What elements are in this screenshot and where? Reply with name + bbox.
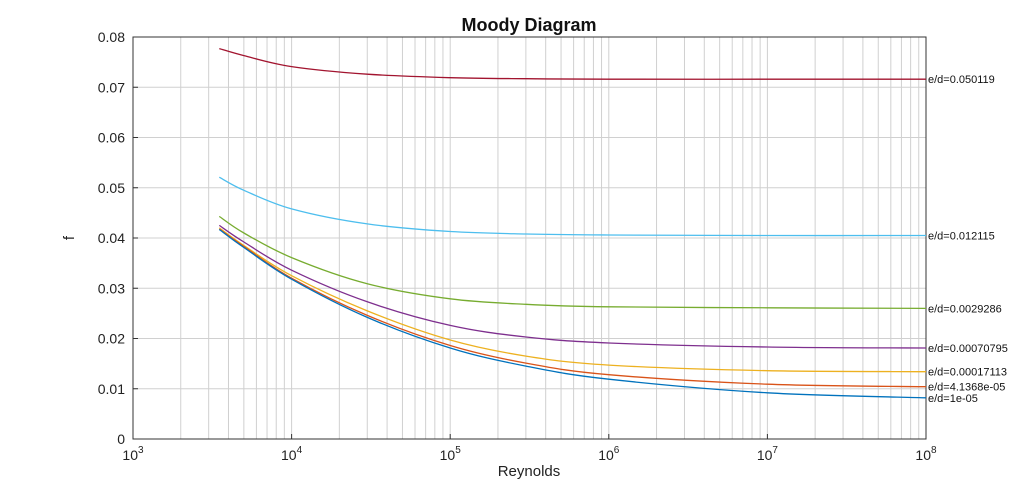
y-tick-labels: 0 0.01 0.02 0.03 0.04 0.05 0.06 0.07 0.08	[98, 29, 138, 447]
series-label: e/d=4.1368e-05	[928, 382, 1005, 394]
series-lines	[218, 47, 927, 399]
series-line	[218, 176, 927, 237]
series-label: e/d=1e-05	[928, 393, 978, 405]
y-tick-label: 0.01	[98, 381, 125, 397]
x-tick-label: 107	[757, 445, 779, 463]
y-tick-label: 0.05	[98, 180, 125, 196]
y-tick-label: 0.04	[98, 230, 125, 246]
y-tick-label: 0.03	[98, 280, 125, 296]
x-tick-label: 108	[915, 445, 937, 463]
series-line	[218, 228, 927, 388]
series-label: e/d=0.00017113	[928, 367, 1007, 379]
y-tick-label: 0	[117, 431, 125, 447]
series-line	[218, 224, 927, 349]
x-tick-label: 103	[122, 445, 144, 463]
series-line	[218, 227, 927, 373]
y-tick-label: 0.07	[98, 79, 125, 95]
series-line	[218, 215, 927, 310]
x-tick-label: 106	[598, 445, 620, 463]
y-axis-label: f	[61, 235, 78, 240]
series-label: e/d=0.00070795	[928, 343, 1008, 355]
y-tick-label: 0.02	[98, 331, 125, 347]
x-tick-label: 105	[440, 445, 462, 463]
series-label: e/d=0.050119	[928, 74, 995, 86]
y-tick-label: 0.08	[98, 29, 125, 45]
series-line	[218, 228, 927, 399]
series-labels: e/d=0.050119 e/d=0.012115 e/d=0.0029286 e/d…	[928, 74, 1008, 405]
y-tick-label: 0.06	[98, 130, 125, 146]
series-label: e/d=0.012115	[928, 230, 995, 242]
x-tick-label: 104	[281, 445, 303, 463]
x-tick-labels: 103 104 105 106 107 108	[122, 434, 937, 463]
series-line	[219, 47, 926, 80]
x-axis-label: Reynolds	[498, 463, 561, 480]
series-label: e/d=0.0029286	[928, 303, 1002, 315]
chart-title: Moody Diagram	[461, 15, 596, 35]
